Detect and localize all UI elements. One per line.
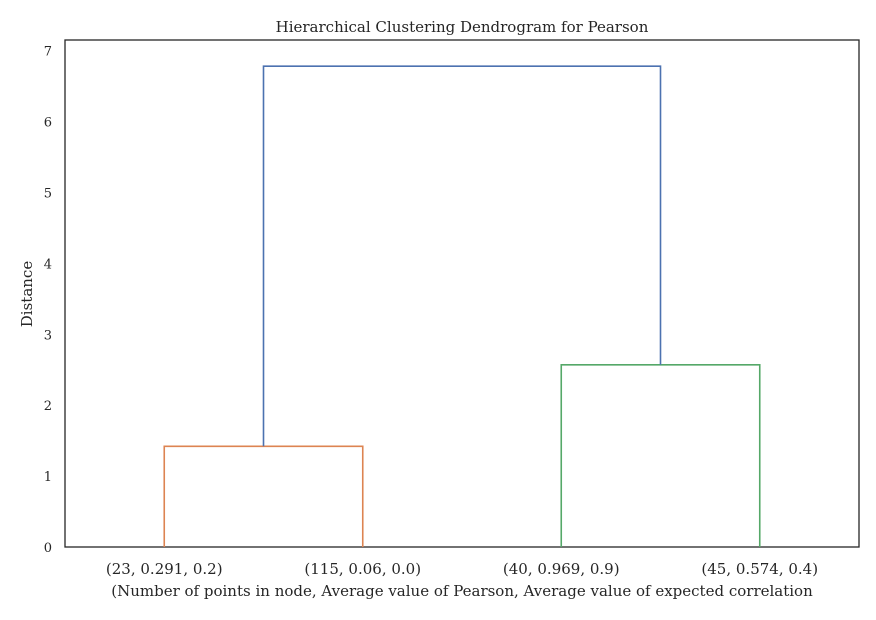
dendrogram-link-0 xyxy=(163,445,364,547)
dendrogram-link-2 xyxy=(262,65,662,447)
y-tick-label: 3 xyxy=(44,328,52,343)
leaf-label: (115, 0.06, 0.0) xyxy=(304,560,421,578)
y-tick-label: 7 xyxy=(44,45,52,60)
y-tick-label: 5 xyxy=(44,186,52,201)
plot-frame xyxy=(64,39,860,548)
chart-title: Hierarchical Clustering Dendrogram for P… xyxy=(276,18,649,36)
x-axis-ticks: (23, 0.291, 0.2) (115, 0.06, 0.0) (40, 0.9… xyxy=(106,560,818,578)
leaf-label: (45, 0.574, 0.4) xyxy=(701,560,818,578)
y-tick-label: 1 xyxy=(44,470,52,485)
y-tick-label: 4 xyxy=(44,257,52,272)
y-tick-label: 6 xyxy=(44,116,52,131)
dendrogram-link-1 xyxy=(560,363,761,547)
leaf-label: (23, 0.291, 0.2) xyxy=(106,560,223,578)
y-tick-label: 2 xyxy=(44,399,52,414)
y-axis-label: Distance xyxy=(18,261,36,328)
leaf-label: (40, 0.969, 0.9) xyxy=(503,560,620,578)
dendrogram-links xyxy=(163,65,761,547)
y-tick-label: 0 xyxy=(44,541,52,556)
x-axis-label: (Number of points in node, Average value… xyxy=(111,582,813,600)
y-axis-ticks: 0 1 2 3 4 5 6 7 xyxy=(44,45,52,556)
